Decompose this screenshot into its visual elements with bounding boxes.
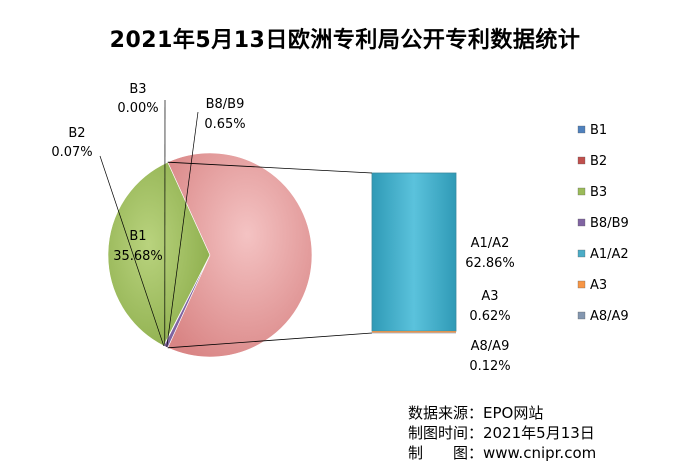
legend-swatch-b8b9 xyxy=(578,219,585,226)
data-label-b8b9-value: 0.65% xyxy=(204,117,245,132)
data-label-b1-name: B1 xyxy=(129,229,146,244)
legend-swatch-a1a2 xyxy=(578,250,585,257)
legend-swatch-b3 xyxy=(578,188,585,195)
bar-segment-a1a2 xyxy=(372,173,456,331)
data-label-a1a2-name: A1/A2 xyxy=(471,236,510,251)
data-label-a3-name: A3 xyxy=(481,289,498,304)
legend-swatch-b2 xyxy=(578,157,585,164)
data-label-b3-value: 0.00% xyxy=(117,101,158,116)
data-label-b2-name: B2 xyxy=(68,126,85,141)
legend-label-a1a2: A1/A2 xyxy=(590,247,629,262)
data-label-b3-name: B3 xyxy=(129,82,146,97)
legend-label-b8b9: B8/B9 xyxy=(590,216,629,231)
legend-label-b2: B2 xyxy=(590,154,607,169)
source-line-data-source: 数据来源：EPO网站 xyxy=(408,402,543,423)
legend-swatch-a8a9 xyxy=(578,312,585,319)
legend-label-a8a9: A8/A9 xyxy=(590,309,629,324)
source-line-chart-date: 制图时间：2021年5月13日 xyxy=(408,422,595,443)
legend-label-b1: B1 xyxy=(590,123,607,138)
source-line-chart-maker: 制 图：www.cnipr.com xyxy=(408,442,596,463)
legend-swatch-b1 xyxy=(578,126,585,133)
bar-segment-a3 xyxy=(372,331,456,333)
data-label-b1-value: 35.68% xyxy=(113,249,163,264)
legend-label-a3: A3 xyxy=(590,278,607,293)
data-label-a3-value: 0.62% xyxy=(469,309,510,324)
data-label-b8b9-name: B8/B9 xyxy=(206,97,245,112)
data-label-b2-value: 0.07% xyxy=(51,145,92,160)
data-label-a8a9-name: A8/A9 xyxy=(471,339,510,354)
legend-swatch-a3 xyxy=(578,281,585,288)
data-label-a8a9-value: 0.12% xyxy=(469,359,510,374)
data-label-a1a2-value: 62.86% xyxy=(465,256,515,271)
bar-segment-a8a9 xyxy=(372,333,456,334)
legend-label-b3: B3 xyxy=(590,185,607,200)
